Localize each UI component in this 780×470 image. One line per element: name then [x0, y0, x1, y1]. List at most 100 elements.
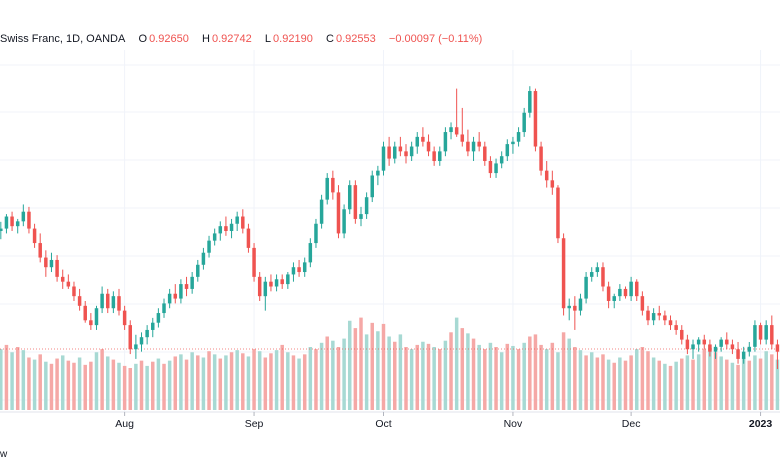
footer-text: w: [0, 449, 8, 460]
candle: [32, 223, 37, 248]
volume-bar: [753, 355, 757, 410]
volume-bar: [364, 334, 369, 410]
candle: [623, 286, 628, 299]
candle-body: [0, 228, 3, 231]
candle-body: [398, 146, 403, 152]
volume-bar: [589, 352, 594, 410]
candle: [190, 272, 194, 294]
volume-bar: [291, 355, 296, 410]
volume-bar: [466, 333, 470, 410]
volume-bar: [325, 336, 329, 410]
volume-bar: [595, 357, 600, 410]
candle-body: [105, 293, 110, 309]
candle: [443, 127, 448, 157]
candle-body: [224, 226, 228, 231]
volume-bar: [409, 349, 414, 410]
candle-body: [584, 276, 588, 299]
volume-bar: [657, 360, 661, 410]
candle-body: [438, 151, 442, 162]
candle-body: [167, 293, 172, 304]
candle: [139, 332, 144, 352]
candle: [702, 334, 707, 350]
x-tick-label: Sep: [245, 418, 264, 430]
volume-bar: [764, 351, 768, 410]
symbol-name[interactable]: Swiss Franc, 1D, OANDA: [0, 33, 126, 45]
volume-bar: [483, 349, 487, 410]
candle: [601, 262, 605, 292]
candle: [173, 284, 178, 304]
volume-bar: [426, 343, 431, 410]
candle-body: [522, 112, 526, 133]
candle: [606, 281, 611, 309]
candle: [286, 272, 290, 289]
candlestick-series: [0, 86, 780, 370]
candle: [674, 320, 678, 335]
candle-body: [49, 259, 54, 268]
candle-body: [207, 240, 211, 253]
volume-bar: [770, 354, 774, 410]
candle-body: [27, 211, 31, 229]
volume-bar: [331, 340, 335, 410]
volume-bar: [629, 355, 633, 410]
volume-bar: [139, 360, 144, 410]
candle: [685, 334, 690, 355]
volume-bar: [494, 347, 498, 410]
volume-bar: [111, 359, 116, 410]
volume-bar: [105, 356, 110, 410]
candle-body: [511, 141, 515, 145]
volume-bar: [528, 336, 532, 410]
volume-bar: [499, 352, 504, 410]
candle: [179, 279, 183, 304]
candle: [713, 344, 718, 359]
volume-bar: [736, 364, 740, 410]
candle: [488, 156, 493, 178]
candle-body: [567, 305, 571, 309]
candle: [516, 127, 521, 147]
candle-body: [32, 228, 37, 244]
candle-body: [426, 141, 431, 152]
volume-bar: [72, 362, 76, 410]
candle: [364, 192, 369, 219]
volume-bar: [663, 363, 667, 410]
candle-body: [229, 223, 234, 231]
candle: [680, 325, 684, 345]
candle: [122, 305, 127, 330]
volume-bar: [286, 352, 290, 410]
volume-bar: [269, 353, 273, 410]
volume-bar: [83, 364, 87, 410]
candle-body: [252, 247, 256, 277]
volume-bar: [21, 350, 26, 410]
candle-body: [55, 259, 59, 277]
candle-body: [151, 322, 155, 330]
candle: [257, 272, 262, 301]
candle-body: [83, 305, 87, 321]
candle: [111, 291, 116, 314]
candle-body: [4, 216, 9, 229]
volume-bar: [336, 347, 341, 410]
candle: [207, 235, 211, 258]
candle: [151, 317, 155, 338]
candle: [381, 141, 386, 176]
candle-body: [77, 296, 82, 306]
candle-body: [618, 288, 622, 297]
volume-bar: [618, 357, 622, 410]
volume-bar: [173, 356, 178, 410]
candle: [72, 281, 76, 301]
candle-body: [680, 329, 684, 340]
candle: [544, 161, 549, 188]
candle-body: [128, 325, 132, 350]
candle: [10, 211, 14, 231]
candle: [347, 180, 352, 215]
candle-body: [556, 187, 560, 239]
candle: [635, 279, 639, 301]
x-tick-label: Aug: [115, 418, 134, 430]
volume-bar: [612, 362, 616, 410]
candle: [775, 339, 780, 370]
candle-body: [246, 228, 251, 248]
candle: [719, 337, 723, 352]
volume-bar: [252, 349, 256, 410]
candle-body: [725, 339, 729, 345]
candle-body: [353, 185, 358, 219]
candle-body: [668, 320, 673, 326]
